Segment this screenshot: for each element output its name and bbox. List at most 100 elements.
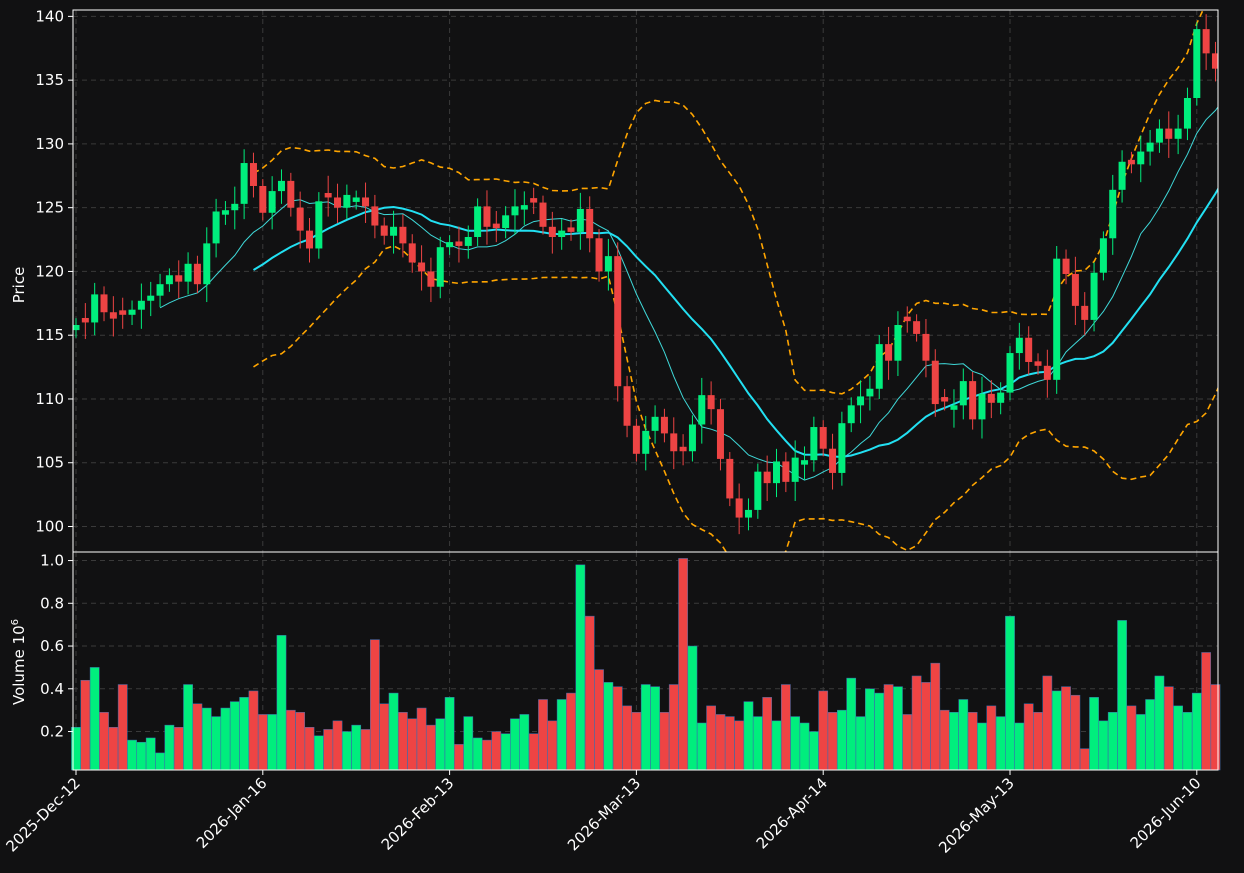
candle-down: [735, 498, 743, 518]
candle-down: [193, 263, 201, 285]
candle-up: [268, 191, 276, 213]
volume-bar: [603, 682, 614, 771]
candle-up: [73, 324, 80, 331]
price-y-tick-label: 100: [35, 517, 64, 535]
candle-down: [969, 381, 977, 420]
volume-bar: [145, 737, 156, 771]
candle-up: [838, 423, 846, 473]
ma-short-line: [159, 106, 1218, 481]
candle-down: [819, 427, 827, 449]
volume-bar: [855, 716, 866, 771]
candle-down: [922, 333, 930, 361]
volume-bar: [893, 686, 903, 771]
candle-down: [782, 461, 790, 482]
volume-bar: [211, 716, 221, 771]
candle-down: [100, 294, 108, 313]
candle-up: [520, 205, 528, 210]
candle-down: [119, 310, 127, 315]
volume-bar: [612, 686, 623, 771]
volume-bar: [1154, 675, 1165, 771]
volume-bar: [155, 752, 165, 771]
volume-axis-label: Volume: [10, 649, 28, 705]
volume-bar: [584, 615, 595, 771]
candle-down: [707, 395, 715, 410]
candle-up: [352, 197, 360, 202]
volume-y-tick-label: 0.4: [40, 680, 64, 698]
volume-bar: [809, 731, 819, 771]
candle-up: [474, 206, 482, 238]
candle-down: [371, 206, 379, 226]
volume-bar: [780, 684, 791, 771]
volume-bar: [201, 707, 212, 771]
volume-bar: [790, 716, 801, 771]
candlesticks: [73, 14, 1218, 535]
candle-up: [502, 215, 510, 229]
volume-axis-title: Volume 106: [10, 619, 28, 705]
candle-up: [1137, 151, 1145, 165]
volume-bar: [89, 667, 100, 771]
volume-bar: [734, 720, 744, 771]
volume-bar: [1145, 699, 1155, 771]
volume-axis-unit-base: 10: [10, 625, 28, 649]
candle-up: [165, 275, 173, 285]
volume-bar: [1107, 712, 1118, 771]
volume-panel: 0.2 0.4 0.6 0.8 1.0 Volume 106: [10, 551, 1221, 771]
volume-bar: [724, 716, 735, 771]
volume-bar: [472, 737, 483, 771]
volume-bar: [874, 692, 885, 771]
volume-bar: [192, 703, 203, 771]
candle-up: [1193, 29, 1201, 98]
candle-up: [446, 242, 454, 248]
volume-bar: [220, 707, 231, 771]
volume-bar: [370, 639, 380, 771]
candle-down: [1062, 258, 1070, 274]
volume-bar: [1191, 692, 1202, 771]
candle-down: [296, 207, 304, 231]
volume-bar: [752, 716, 763, 771]
candle-down: [595, 238, 603, 272]
volume-y-tick-label: 1.0: [40, 552, 64, 570]
moving-averages: [159, 106, 1218, 481]
volume-bar: [640, 684, 651, 771]
candle-up: [959, 381, 967, 406]
candle-down: [1127, 159, 1135, 165]
candle-up: [231, 203, 239, 211]
volume-bar: [1070, 694, 1081, 771]
volume-bar: [967, 712, 978, 771]
candle-up: [810, 427, 818, 461]
price-y-tick-label: 130: [35, 135, 64, 153]
volume-bar: [1033, 712, 1043, 771]
candle-up: [688, 424, 696, 452]
volume-bar: [743, 701, 754, 771]
candle-down: [492, 223, 500, 229]
volume-bar: [351, 724, 362, 771]
candle-down: [399, 226, 407, 244]
volume-bar: [276, 635, 287, 771]
candle-down: [287, 180, 295, 208]
candle-up: [511, 206, 519, 216]
candle-down: [530, 198, 538, 203]
candle-up: [754, 471, 762, 510]
volume-panel-frame: [72, 551, 1219, 771]
price-panel: 100 105 110 115 120 125 130 135 140 Price: [10, 7, 1219, 553]
volume-bar: [1014, 722, 1025, 771]
candle-up: [203, 243, 211, 285]
candle-up: [1109, 189, 1117, 239]
candle-down: [660, 416, 668, 434]
candle-up: [866, 388, 874, 397]
volume-bar: [323, 729, 334, 771]
volume-bar: [668, 684, 679, 771]
volume-bar: [678, 558, 688, 771]
volume-bar: [696, 722, 707, 771]
candle-down: [109, 312, 117, 319]
volume-bar: [267, 714, 277, 771]
candle-up: [315, 201, 323, 249]
volume-bar: [248, 690, 259, 771]
candle-up: [240, 163, 248, 204]
candle-down: [903, 316, 911, 322]
volume-bar: [360, 729, 371, 771]
candle-up: [1090, 272, 1098, 320]
candle-up: [558, 230, 566, 238]
volume-bar: [538, 699, 548, 771]
volume-bar: [1061, 686, 1071, 771]
